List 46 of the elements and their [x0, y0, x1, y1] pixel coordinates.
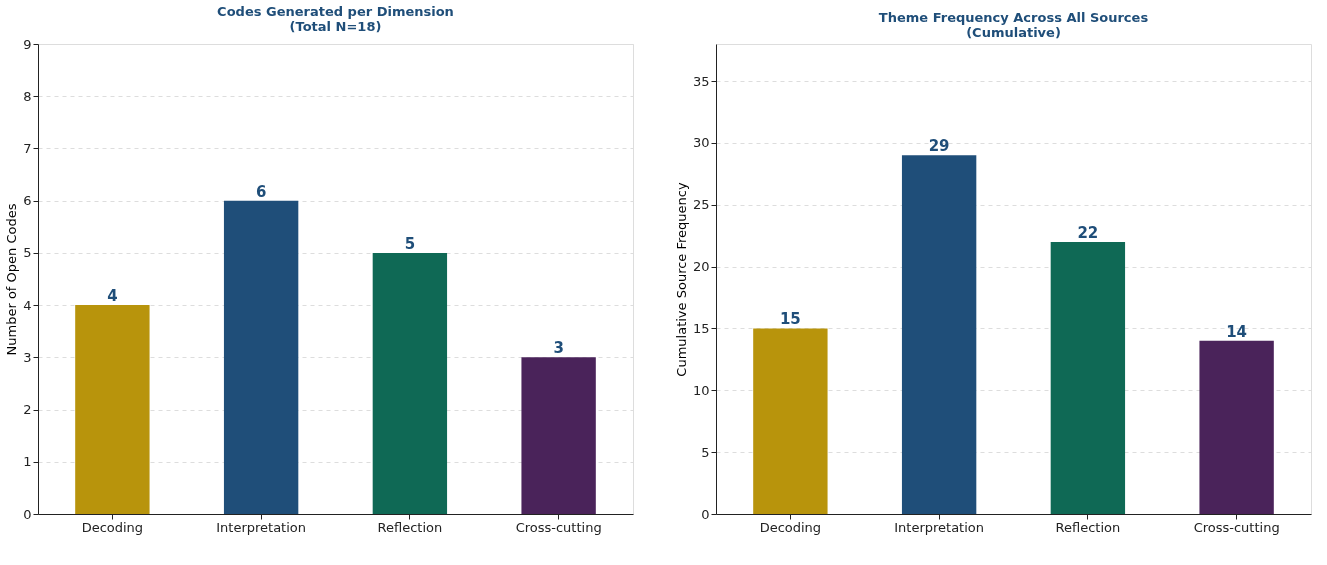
bar	[901, 155, 977, 514]
x-tick-label: Interpretation	[216, 519, 307, 535]
y-tick-label: 1	[23, 454, 32, 470]
x-tick-label: Decoding	[81, 519, 144, 535]
data-label: 6	[255, 182, 267, 201]
x-tick-label: Reflection	[1055, 519, 1121, 535]
y-tick-label: 25	[692, 197, 710, 213]
bar	[1199, 340, 1274, 514]
y-tick-label: 3	[23, 349, 32, 365]
data-label: 5	[404, 234, 416, 253]
x-tick-label: Cross-cutting	[515, 519, 602, 535]
y-axis-title: Number of Open Codes	[4, 203, 20, 356]
bar	[521, 357, 596, 514]
chart-title: Codes Generated per Dimension (Total N=18)	[217, 4, 454, 34]
x-tick-label: Interpretation	[894, 519, 985, 535]
data-label: 3	[553, 339, 564, 358]
y-tick-label: 7	[23, 140, 32, 156]
y-tick-label: 5	[701, 444, 710, 460]
y-tick-label: 30	[692, 135, 710, 151]
y-tick-label: 2	[23, 402, 32, 418]
chart-title: Theme Frequency Across All Sources (Cumulative)	[878, 10, 1149, 40]
x-tick-label: Cross-cutting	[1193, 519, 1280, 535]
bar	[223, 200, 299, 514]
y-axis-title: Cumulative Source Frequency	[673, 182, 689, 377]
y-tick-label: 9	[23, 36, 32, 52]
x-tick-label: Decoding	[759, 519, 822, 535]
y-tick-label: 6	[23, 193, 32, 209]
y-tick-label: 8	[23, 88, 32, 104]
y-tick-label: 15	[692, 320, 710, 336]
bar	[753, 328, 828, 514]
bar	[1050, 241, 1126, 514]
data-label: 15	[779, 310, 801, 329]
data-label: 14	[1226, 322, 1248, 341]
data-label: 29	[928, 137, 950, 156]
y-tick-label: 0	[23, 506, 32, 522]
data-label: 4	[107, 287, 118, 306]
bar	[372, 252, 448, 514]
y-tick-label: 10	[692, 382, 710, 398]
bar	[75, 305, 150, 514]
y-tick-label: 0	[701, 506, 710, 522]
y-tick-label: 20	[692, 259, 710, 275]
y-tick-label: 5	[23, 245, 32, 261]
y-tick-label: 4	[23, 297, 32, 313]
x-tick-label: Reflection	[377, 519, 443, 535]
data-label: 22	[1077, 223, 1099, 242]
y-tick-label: 35	[692, 73, 710, 89]
